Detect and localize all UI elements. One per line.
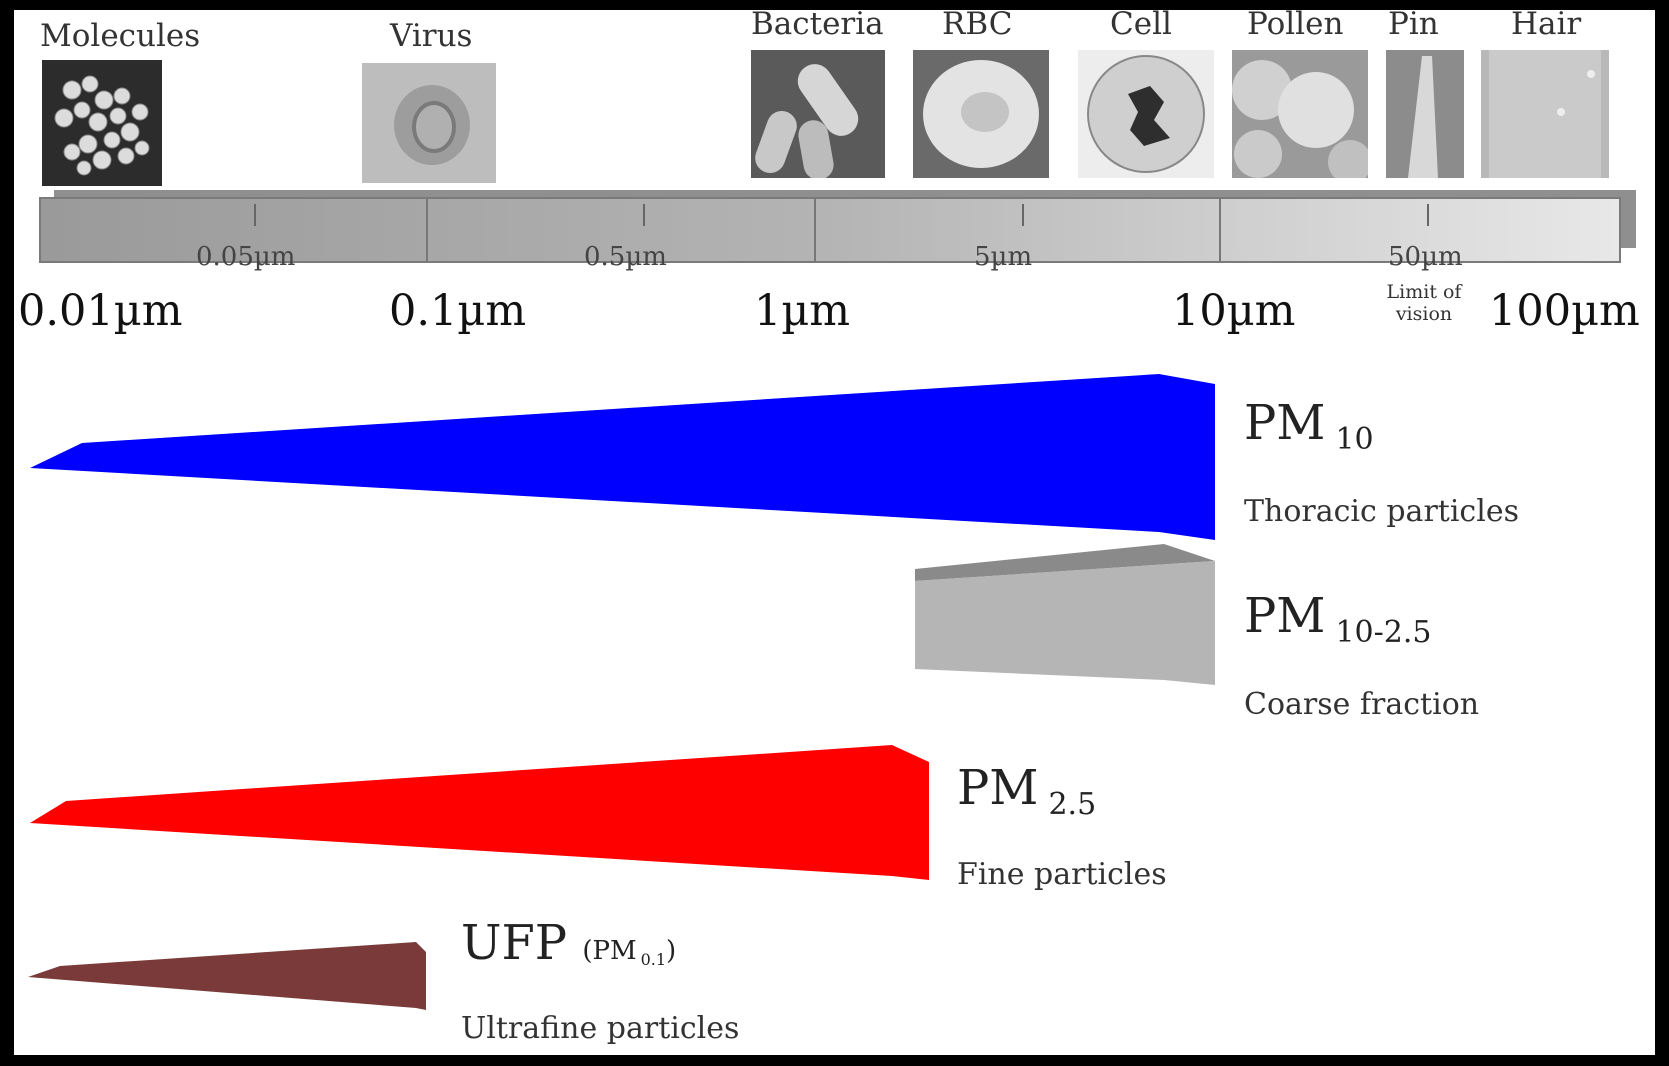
hair-image: [1481, 50, 1609, 178]
ufp-paren-close: ): [666, 936, 677, 966]
label-virus: Virus: [390, 18, 473, 54]
pm10-2.5-label: PM 10-2.5: [1244, 588, 1431, 650]
pin-image: [1386, 50, 1464, 178]
tick-label-0.05um: 0.05µm: [196, 242, 296, 272]
pm10-description: Thoracic particles: [1244, 494, 1519, 529]
pm10-2.5-range-wedge: [915, 561, 1215, 685]
size-scale-bar: [39, 190, 1636, 263]
rbc-image: [913, 50, 1049, 178]
pm10-2.5-description: Coarse fraction: [1244, 687, 1480, 722]
ufp-label: UFP (PM 0.1): [461, 915, 676, 971]
label-pin: Pin: [1388, 10, 1439, 42]
pm10-range-wedge: [30, 374, 1215, 540]
tick-label-1um: 1µm: [754, 286, 851, 336]
ufp-label-pm01: (PM 0.1): [582, 936, 677, 969]
pm2.5-label-name: PM: [957, 760, 1039, 816]
particle-ranges: [28, 374, 1215, 1010]
label-hair: Hair: [1511, 10, 1582, 42]
diagram-frame: Molecules Virus Bacteria RBC Cell Pollen…: [14, 10, 1655, 1055]
pm10-label-subscript: 10: [1335, 422, 1374, 457]
pm10-2.5-label-subscript: 10-2.5: [1335, 615, 1432, 650]
label-molecules: Molecules: [40, 18, 201, 54]
pm2.5-description: Fine particles: [957, 857, 1167, 892]
tick-label-0.5um: 0.5µm: [584, 242, 667, 272]
tick-label-0.01um: 0.01µm: [18, 286, 183, 336]
tick-label-50um: 50µm: [1388, 242, 1463, 272]
ufp-paren-subscript: 0.1: [640, 950, 667, 969]
ufp-paren-open: (PM: [582, 936, 637, 966]
label-bacteria: Bacteria: [751, 10, 884, 42]
pm10-2.5-label-name: PM: [1244, 588, 1326, 644]
ufp-range-wedge: [28, 942, 426, 1010]
label-pollen: Pollen: [1247, 10, 1344, 42]
pm2.5-label-subscript: 2.5: [1048, 787, 1097, 822]
tick-label-5um: 5µm: [974, 242, 1033, 272]
molecules-image: [42, 60, 162, 186]
bacteria-image: [751, 50, 885, 178]
cell-image: [1078, 50, 1214, 178]
label-rbc: RBC: [942, 10, 1013, 42]
tick-label-0.1um: 0.1µm: [389, 286, 527, 336]
ufp-description: Ultrafine particles: [461, 1011, 740, 1046]
ufp-label-name: UFP: [461, 915, 568, 971]
limit-of-vision-line1: Limit of: [1386, 281, 1462, 303]
tick-label-100um: 100µm: [1489, 286, 1640, 336]
pm2.5-label: PM 2.5: [957, 760, 1096, 822]
pollen-image: [1232, 50, 1368, 178]
virus-image: [362, 63, 496, 183]
limit-of-vision-note: Limit of vision: [1374, 281, 1474, 325]
pm2.5-range-wedge: [30, 745, 929, 880]
tick-label-10um: 10µm: [1172, 286, 1296, 336]
pm10-label: PM 10: [1244, 395, 1374, 457]
pm10-label-name: PM: [1244, 395, 1326, 451]
pm10-2.5-range-wedge-top: [915, 544, 1215, 581]
limit-of-vision-line2: vision: [1395, 303, 1453, 325]
label-cell: Cell: [1110, 10, 1172, 42]
